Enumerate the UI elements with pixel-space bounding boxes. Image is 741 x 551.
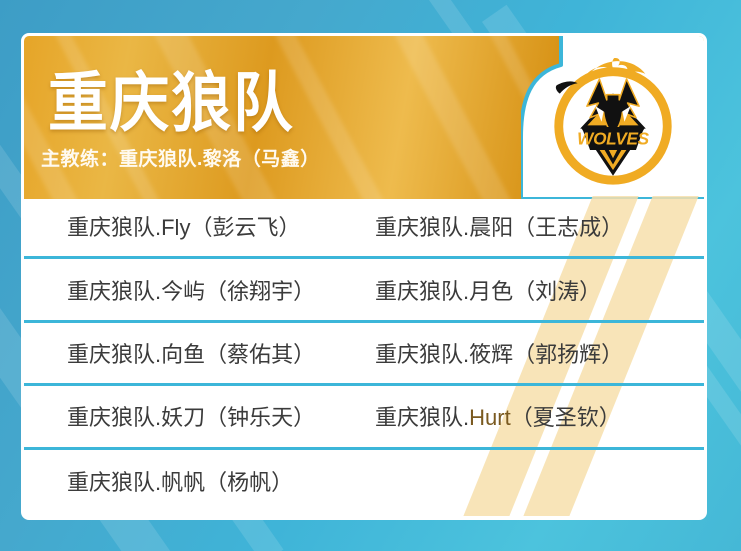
svg-text:WOLVES: WOLVES xyxy=(577,129,650,149)
